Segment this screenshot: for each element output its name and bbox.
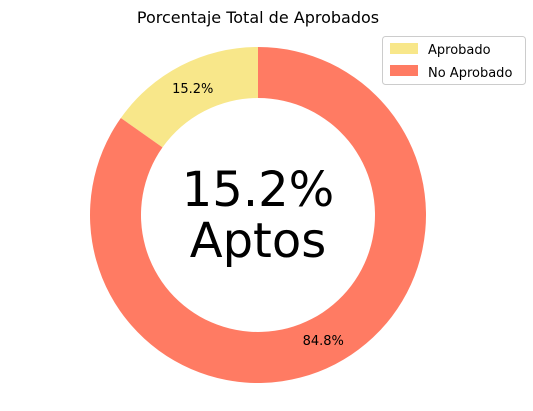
legend-label-aprobado: Aprobado bbox=[428, 43, 491, 58]
legend: Aprobado No Aprobado bbox=[382, 36, 526, 85]
legend-swatch-no-aprobado bbox=[390, 65, 418, 76]
percent-label-aprobado: 15.2% bbox=[172, 82, 213, 97]
donut-slice-no-aprobado bbox=[89, 47, 426, 383]
percent-labels: 15.2% 84.8% bbox=[172, 82, 344, 349]
legend-label-no-aprobado: No Aprobado bbox=[428, 66, 512, 81]
percent-label-no-aprobado: 84.8% bbox=[303, 334, 344, 349]
center-caption-text: Aptos bbox=[190, 213, 327, 269]
center-percent-text: 15.2% bbox=[182, 162, 334, 218]
legend-swatch-aprobado bbox=[390, 43, 418, 54]
donut-slices bbox=[89, 47, 426, 383]
donut-slice-aprobado bbox=[120, 47, 258, 148]
chart-title: Porcentaje Total de Aprobados bbox=[137, 8, 379, 27]
legend-frame bbox=[382, 36, 526, 85]
